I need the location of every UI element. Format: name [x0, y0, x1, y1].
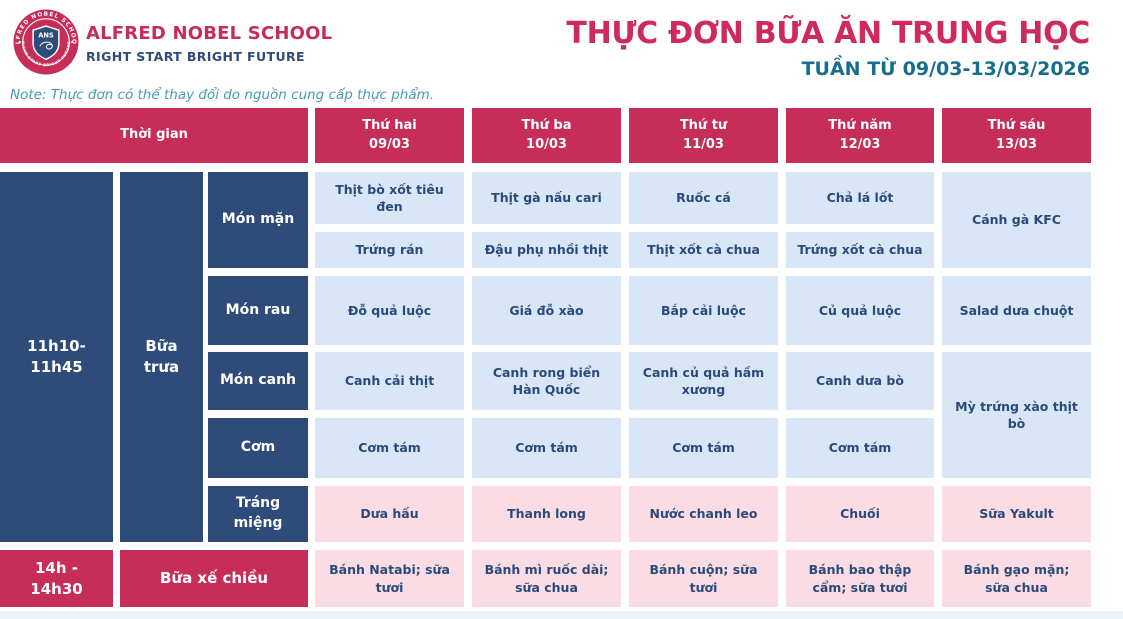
day-name: Thứ sáu: [987, 118, 1046, 134]
school-crest-icon: ALFRED NOBEL SCHOOL RIGHT START BRIGHT F…: [10, 5, 79, 75]
menu-cell-main2-monday: Trứng rán: [315, 232, 464, 268]
day-date: 11/03: [683, 136, 724, 152]
logo-monogram: ANS: [38, 31, 54, 39]
week-range: TUẦN TỪ 09/03-13/03/2026: [801, 58, 1090, 80]
menu-cell-soup-thursday: Canh dưa bò: [786, 352, 934, 410]
page-title: THỰC ĐƠN BỮA ĂN TRUNG HỌC: [566, 16, 1090, 51]
menu-cell-rice-wednesday: Cơm tám: [629, 418, 778, 478]
menu-cell-soup-monday: Canh cải thịt: [315, 352, 464, 410]
menu-cell-soup-tuesday: Canh rong biển Hàn Quốc: [472, 352, 621, 410]
lunch-time: 11h10-11h45: [0, 172, 113, 542]
menu-title-block: THỰC ĐƠN BỮA ĂN TRUNG HỌC TUẦN TỪ 09/03-…: [566, 16, 1090, 80]
category-vegetable: Món rau: [208, 276, 308, 345]
day-header-monday: Thứ hai 09/03: [315, 108, 464, 163]
menu-cell-veg-wednesday: Bắp cải luộc: [629, 276, 778, 345]
category-soup: Món canh: [208, 352, 308, 410]
menu-note: Note: Thực đơn có thể thay đổi do nguồn …: [10, 87, 435, 103]
menu-cell-dessert-friday: Sữa Yakult: [942, 486, 1091, 542]
menu-cell-main2-wednesday: Thịt xốt cà chua: [629, 232, 778, 268]
menu-cell-rice-thursday: Cơm tám: [786, 418, 934, 478]
menu-cell-dessert-monday: Dưa hấu: [315, 486, 464, 542]
school-identity: ALFRED NOBEL SCHOOL RIGHT START BRIGHT F…: [86, 23, 332, 64]
weekly-menu-table: Thời gian Thứ hai 09/03 Thứ ba 10/03 Thứ…: [0, 108, 1091, 607]
day-header-wednesday: Thứ tư 11/03: [629, 108, 778, 163]
category-rice: Cơm: [208, 418, 308, 478]
menu-cell-rice-monday: Cơm tám: [315, 418, 464, 478]
menu-cell-snack-thursday: Bánh bao thập cẩm; sữa tươi: [786, 550, 934, 607]
day-header-thursday: Thứ năm 12/03: [786, 108, 934, 163]
menu-cell-veg-thursday: Củ quả luộc: [786, 276, 934, 345]
day-name: Thứ năm: [828, 118, 892, 134]
day-date: 10/03: [526, 136, 567, 152]
school-name: ALFRED NOBEL SCHOOL: [86, 23, 333, 44]
day-header-tuesday: Thứ ba 10/03: [472, 108, 621, 163]
category-dessert: Tráng miệng: [208, 486, 308, 542]
menu-cell-snack-tuesday: Bánh mì ruốc dài; sữa chua: [472, 550, 621, 607]
menu-cell-snack-wednesday: Bánh cuộn; sữa tươi: [629, 550, 778, 607]
snack-time: 14h - 14h30: [0, 550, 113, 607]
menu-cell-main1-tuesday: Thịt gà nấu cari: [472, 172, 621, 224]
menu-cell-main2-tuesday: Đậu phụ nhồi thịt: [472, 232, 621, 268]
day-name: Thứ hai: [362, 118, 417, 134]
day-date: 13/03: [996, 136, 1037, 152]
menu-cell-rice-tuesday: Cơm tám: [472, 418, 621, 478]
bottom-accent-strip: [0, 611, 1123, 619]
school-motto: RIGHT START BRIGHT FUTURE: [86, 49, 305, 64]
day-date: 09/03: [369, 136, 410, 152]
day-name: Thứ tư: [679, 118, 728, 134]
menu-cell-soup-wednesday: Canh củ quả hầm xương: [629, 352, 778, 410]
menu-cell-main1-monday: Thịt bò xốt tiêu đen: [315, 172, 464, 224]
time-column-header: Thời gian: [0, 108, 308, 163]
snack-meal-label: Bữa xế chiều: [120, 550, 308, 607]
menu-cell-main2-thursday: Trứng xốt cà chua: [786, 232, 934, 268]
menu-cell-snack-monday: Bánh Natabi; sữa tươi: [315, 550, 464, 607]
menu-cell-veg-monday: Đỗ quả luộc: [315, 276, 464, 345]
menu-cell-dessert-wednesday: Nước chanh leo: [629, 486, 778, 542]
day-date: 12/03: [839, 136, 881, 152]
lunch-meal-label: Bữa trưa: [120, 172, 203, 542]
menu-cell-dessert-tuesday: Thanh long: [472, 486, 621, 542]
school-logo: ALFRED NOBEL SCHOOL RIGHT START BRIGHT F…: [10, 5, 79, 75]
menu-cell-soup-rice-friday: Mỳ trứng xào thịt bò: [942, 352, 1091, 478]
menu-cell-main1-wednesday: Ruốc cá: [629, 172, 778, 224]
menu-cell-veg-tuesday: Giá đỗ xào: [472, 276, 621, 345]
category-savory: Món mặn: [208, 172, 308, 268]
day-header-friday: Thứ sáu 13/03: [942, 108, 1091, 163]
menu-cell-main-friday: Cánh gà KFC: [942, 172, 1091, 268]
menu-cell-main1-thursday: Chả lá lốt: [786, 172, 934, 224]
menu-cell-dessert-thursday: Chuối: [786, 486, 934, 542]
day-name: Thứ ba: [521, 118, 572, 134]
menu-cell-snack-friday: Bánh gạo mặn; sữa chua: [942, 550, 1091, 607]
menu-cell-veg-friday: Salad dưa chuột: [942, 276, 1091, 345]
